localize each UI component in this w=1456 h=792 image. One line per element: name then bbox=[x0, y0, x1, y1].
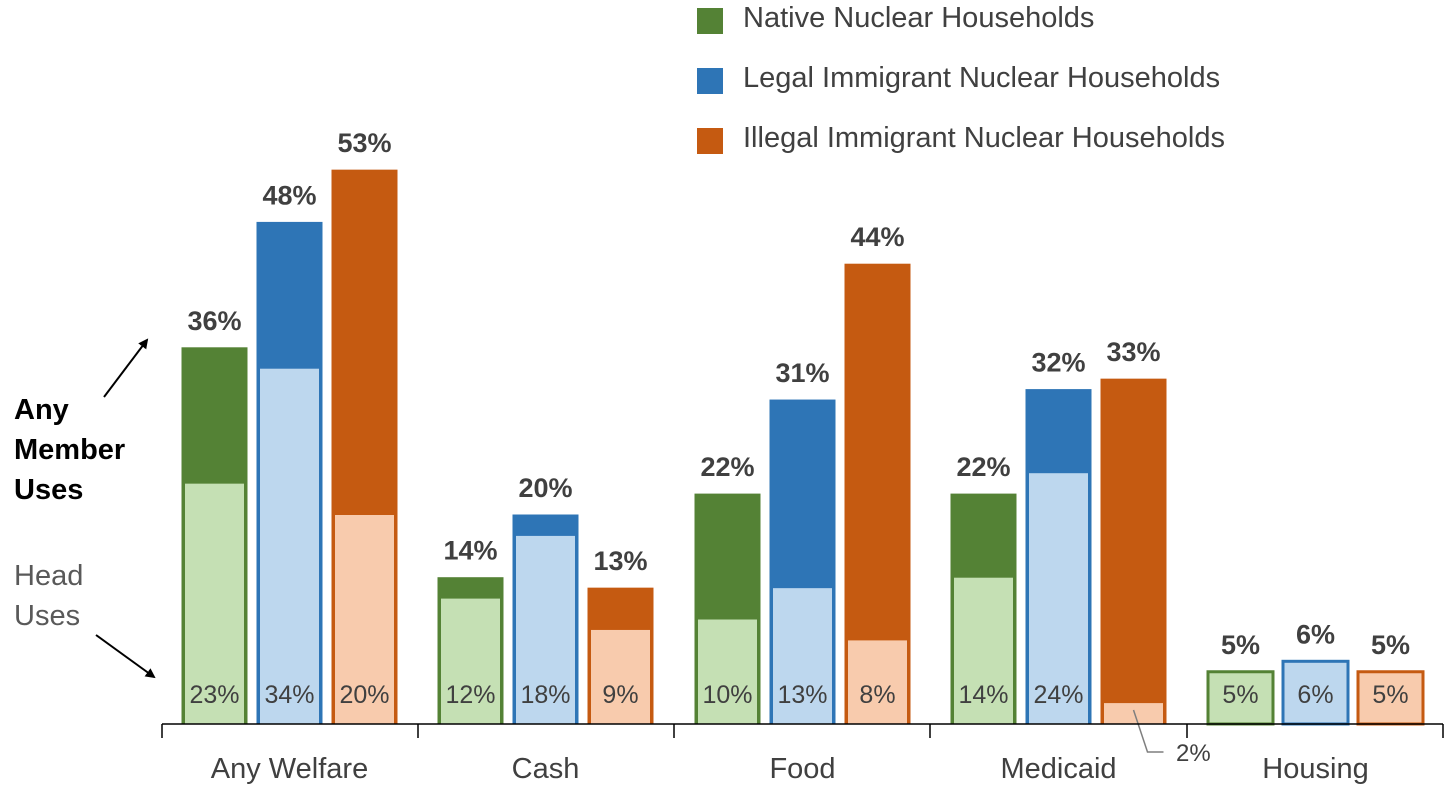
bar-cash-native-head bbox=[441, 598, 500, 724]
any-member-arrow bbox=[103, 338, 149, 398]
any-member-uses-line-3: Uses bbox=[14, 474, 84, 506]
bar-any-welfare-legal-immigrant-head-label: 34% bbox=[264, 681, 314, 709]
bar-medicaid-illegal-immigrant-head bbox=[1104, 703, 1163, 724]
bar-food-illegal-immigrant-total-label: 44% bbox=[850, 222, 904, 252]
bar-housing-native-total-label: 5% bbox=[1221, 630, 1260, 660]
legend-swatch-illegal-immigrant bbox=[697, 128, 723, 154]
bar-food-native-head bbox=[698, 619, 757, 724]
bar-cash-illegal-immigrant-total-label: 13% bbox=[593, 546, 647, 576]
bar-any-welfare-legal-immigrant-total-label: 48% bbox=[262, 180, 316, 210]
bar-any-welfare-illegal-immigrant-head bbox=[335, 515, 394, 724]
category-label-any-welfare: Any Welfare bbox=[211, 753, 368, 785]
bar-medicaid-native-total-label: 22% bbox=[956, 452, 1010, 482]
legend-label-illegal-immigrant: Illegal Immigrant Nuclear Households bbox=[743, 122, 1225, 154]
any-member-uses-line-2: Member bbox=[14, 434, 126, 466]
head-uses-line-1: Head bbox=[14, 560, 84, 592]
bar-cash-illegal-immigrant-head-label: 9% bbox=[602, 681, 638, 709]
legend-label-native: Native Nuclear Households bbox=[743, 2, 1095, 34]
bar-medicaid-legal-immigrant-total-label: 32% bbox=[1031, 348, 1085, 378]
legend-swatch-legal-immigrant bbox=[697, 68, 723, 94]
bar-medicaid-illegal-immigrant-any-member bbox=[1100, 378, 1167, 725]
bar-housing-native-any-member bbox=[1206, 670, 1275, 726]
legend-swatch-native bbox=[697, 8, 723, 34]
bar-medicaid-legal-immigrant-head bbox=[1029, 473, 1088, 724]
legend-label-legal-immigrant: Legal Immigrant Nuclear Households bbox=[743, 62, 1221, 94]
bar-housing-illegal-immigrant-total-label: 5% bbox=[1371, 630, 1410, 660]
bar-food-legal-immigrant-total-label: 31% bbox=[775, 358, 829, 388]
bar-food-illegal-immigrant-head bbox=[848, 640, 907, 724]
bar-food-illegal-immigrant-head-label: 8% bbox=[859, 681, 895, 709]
bar-housing-native-head-label: 5% bbox=[1222, 681, 1258, 709]
bar-food-native-head-label: 10% bbox=[702, 681, 752, 709]
bar-food-legal-immigrant-head-label: 13% bbox=[777, 681, 827, 709]
bar-food-legal-immigrant-head bbox=[773, 588, 832, 724]
bar-cash-legal-immigrant-head-label: 18% bbox=[520, 681, 570, 709]
bar-any-welfare-legal-immigrant-head bbox=[260, 368, 319, 724]
bar-cash-illegal-immigrant-head bbox=[591, 629, 650, 724]
bar-any-welfare-illegal-immigrant-total-label: 53% bbox=[337, 128, 391, 158]
bar-housing-illegal-immigrant-head-label: 5% bbox=[1372, 681, 1408, 709]
head-uses-line-2: Uses bbox=[14, 600, 81, 632]
bar-cash-native-total-label: 14% bbox=[443, 536, 497, 566]
bar-cash-native-head-label: 12% bbox=[445, 681, 495, 709]
category-label-cash: Cash bbox=[512, 753, 580, 785]
bar-cash-legal-immigrant-head bbox=[516, 535, 575, 724]
bar-medicaid-illegal-immigrant-total-label: 33% bbox=[1106, 337, 1160, 367]
bar-cash-legal-immigrant-total-label: 20% bbox=[518, 473, 572, 503]
bar-housing-legal-immigrant-total-label: 6% bbox=[1296, 619, 1335, 649]
bar-housing-legal-immigrant-head-label: 6% bbox=[1297, 681, 1333, 709]
category-label-food: Food bbox=[769, 753, 835, 785]
head-uses-arrow bbox=[95, 634, 156, 679]
any-member-uses-label: Any Member Uses bbox=[14, 390, 125, 510]
head-uses-label: Head Uses bbox=[14, 556, 83, 636]
bar-food-native-total-label: 22% bbox=[700, 452, 754, 482]
category-label-medicaid: Medicaid bbox=[1000, 753, 1116, 785]
x-axis: Any Welfare Cash Food Medicaid Housing bbox=[161, 723, 1444, 785]
any-member-uses-line-1: Any bbox=[14, 394, 69, 426]
category-label-housing: Housing bbox=[1262, 753, 1368, 785]
bar-medicaid-legal-immigrant-head-label: 24% bbox=[1033, 681, 1083, 709]
bar-any-welfare-native-total-label: 36% bbox=[187, 306, 241, 336]
bar-any-welfare-native-head bbox=[185, 483, 244, 724]
bar-any-welfare-native-head-label: 23% bbox=[189, 681, 239, 709]
callout-label: 2% bbox=[1176, 740, 1211, 767]
bar-medicaid-native-head-label: 14% bbox=[958, 681, 1008, 709]
bar-any-welfare-illegal-immigrant-head-label: 20% bbox=[339, 681, 389, 709]
bar-medicaid-native-head bbox=[954, 577, 1013, 724]
bars-group: 36% 23% 48% 34% 53% 20% 14% 12% 20% 18% 13% 9% 22% 10… bbox=[181, 128, 1425, 767]
